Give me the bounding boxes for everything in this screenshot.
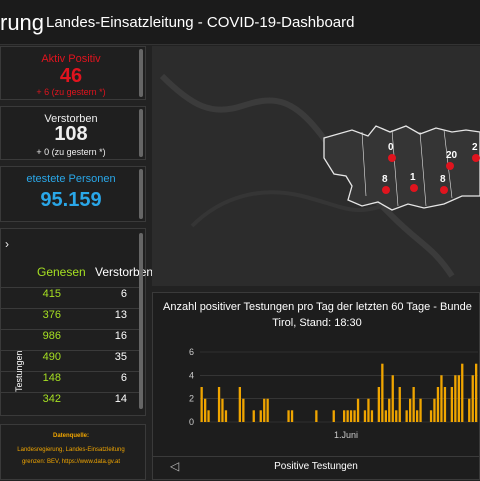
river-line-2 [190, 190, 383, 228]
kpi-getestet-value: 95.159 [40, 189, 102, 211]
genesen-value: 376 [42, 309, 61, 321]
table-row[interactable]: 490 35 [1, 350, 141, 371]
scroll-left-icon[interactable]: ◁ [170, 459, 180, 473]
data-source-panel: Datenquelle: Landesregierung, Landes-Ein… [0, 424, 146, 480]
marker-label: 20 [446, 150, 458, 161]
genesen-value: 986 [42, 330, 61, 342]
y-axis-label: Testungen [14, 350, 24, 392]
legend-label: Positive Testungen [274, 461, 358, 472]
marker-label: 1 [410, 172, 416, 183]
header-title: Landes-Einsatzleitung - COVID-19-Dashboa… [46, 14, 355, 31]
table-row[interactable]: 376 13 [1, 308, 141, 329]
kpi-aktiv-value: 46 [59, 65, 83, 87]
genesen-value: 490 [42, 351, 61, 363]
verstorben-value: 6 [120, 372, 127, 384]
kpi-aktiv-sub: + 6 (zu gestern *) [36, 87, 106, 97]
case-marker[interactable] [382, 186, 390, 194]
chart-footer: ◁ Positive Testungen [152, 456, 480, 481]
kpi-getestete: etestete Personen 95.159 [0, 166, 146, 222]
column-header-genesen: Genesen [37, 265, 86, 279]
case-marker[interactable] [472, 154, 480, 162]
district-table: › Genesen Verstorben 415 6 376 13 986 16 490 35… [0, 228, 153, 416]
kpi-verstorben-value: 108 [54, 123, 88, 145]
verstorben-value: 13 [114, 309, 127, 321]
marker-label: 8 [382, 174, 388, 185]
scrollbar[interactable] [139, 169, 143, 219]
source-line-1: Landesregierung, Landes-Einsatzleitung [17, 447, 125, 453]
chart-title-line1: Anzahl positiver Testungen pro Tag der l… [163, 301, 472, 313]
genesen-value: 148 [42, 372, 61, 384]
table-row[interactable]: 342 14 [1, 392, 141, 413]
case-marker[interactable] [440, 186, 448, 194]
kpi-aktiv-positiv: Aktiv Positiv 46 + 6 (zu gestern *) [0, 46, 146, 100]
kpi-aktiv-label: Aktiv Positiv [41, 53, 101, 65]
table-row[interactable]: 415 6 [1, 287, 141, 308]
chart-title-line2: Tirol, Stand: 18:30 [272, 317, 362, 329]
river-line [159, 73, 455, 278]
chart-panel: Anzahl positiver Testungen pro Tag der l… [152, 292, 480, 480]
verstorben-value: 6 [120, 288, 127, 300]
marker-label: 2 [472, 142, 478, 153]
marker-label: 0 [388, 142, 394, 153]
column-header-verstorben: Verstorben [95, 265, 154, 279]
verstorben-value: 14 [114, 393, 127, 405]
case-marker[interactable] [446, 162, 454, 170]
kpi-verstorben: Verstorben 108 + 0 (zu gestern *) [0, 106, 146, 160]
map-svg: 0 20 2 8 1 8 [159, 73, 480, 278]
source-title: Datenquelle: [52, 433, 89, 439]
source-line-2: grenzen: BEV, https://www.data.gv.at [21, 459, 121, 465]
map-panel[interactable]: 0 20 2 8 1 8 [152, 46, 480, 286]
scrollbar[interactable] [139, 233, 143, 409]
marker-label: 8 [440, 174, 446, 185]
scrollbar[interactable] [139, 49, 143, 97]
district-boundary [361, 129, 453, 207]
genesen-value: 415 [42, 288, 61, 300]
verstorben-value: 35 [114, 351, 127, 363]
header-title-prefix: rung [0, 10, 45, 35]
table-row[interactable]: 986 16 [1, 329, 141, 350]
table-row[interactable]: 148 6 [1, 371, 141, 392]
kpi-verstorben-label: Verstorben [44, 113, 98, 125]
genesen-value: 342 [42, 393, 61, 405]
table-chevron-icon: › [5, 237, 9, 251]
tirol-region [323, 125, 480, 211]
verstorben-value: 16 [114, 330, 127, 342]
kpi-verstorben-sub: + 0 (zu gestern *) [36, 147, 106, 157]
case-marker[interactable] [410, 184, 418, 192]
kpi-getestet-label: etestete Personen [26, 173, 116, 185]
case-marker[interactable] [388, 154, 396, 162]
header-bar: rung Landes-Einsatzleitung - COVID-19-Da… [0, 0, 480, 45]
scrollbar[interactable] [139, 109, 143, 157]
